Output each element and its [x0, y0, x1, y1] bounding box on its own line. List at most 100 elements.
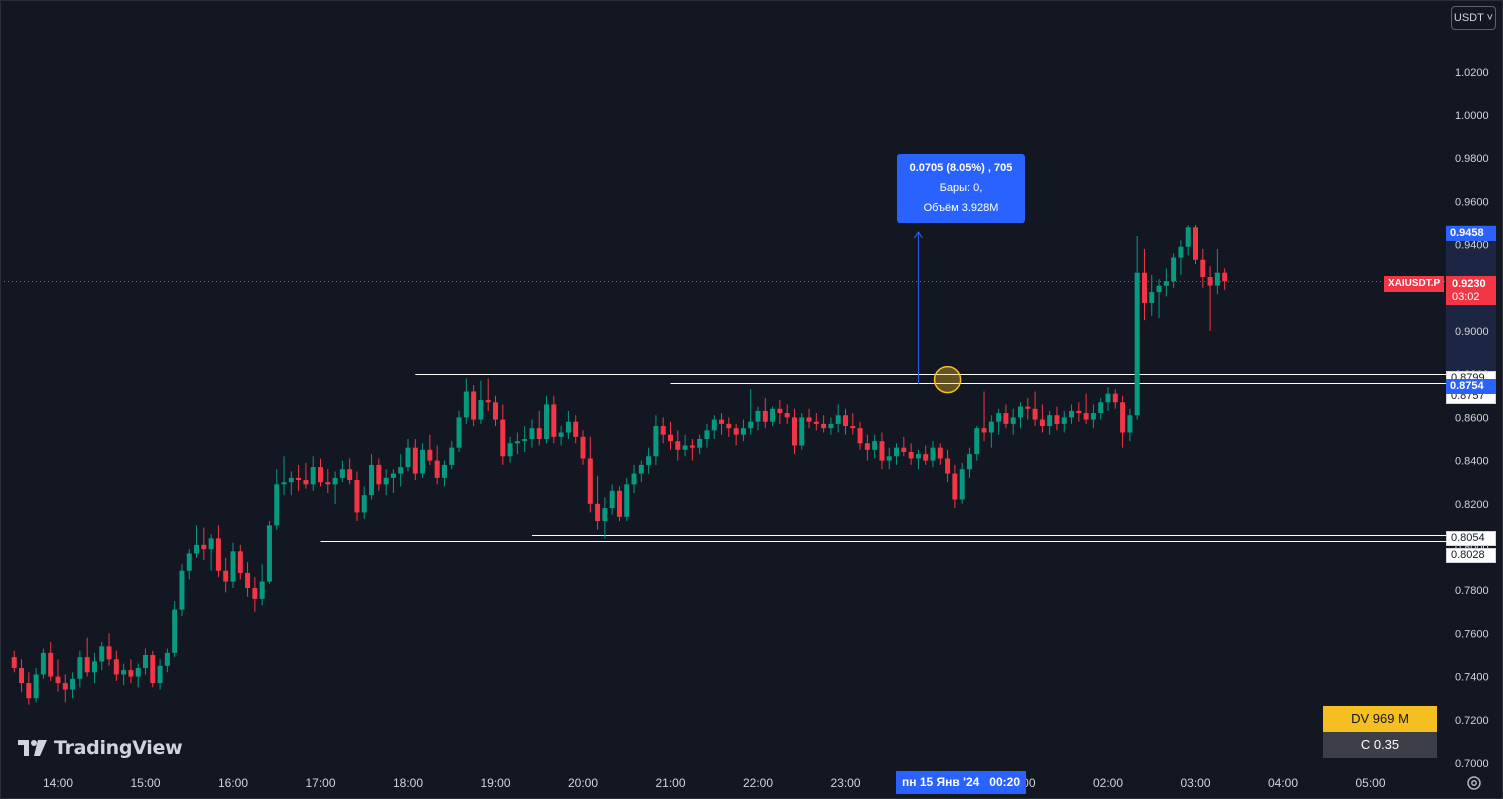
candle[interactable]	[799, 413, 805, 450]
candle[interactable]	[194, 525, 200, 558]
candle[interactable]	[91, 652, 97, 684]
candle[interactable]	[733, 423, 739, 446]
candle[interactable]	[390, 469, 396, 493]
candle[interactable]	[215, 525, 221, 578]
candle[interactable]	[638, 460, 644, 483]
candle[interactable]	[609, 484, 615, 515]
candle[interactable]	[318, 458, 323, 487]
candle[interactable]	[587, 436, 593, 513]
candle[interactable]	[697, 434, 703, 455]
candle[interactable]	[383, 469, 389, 496]
candle[interactable]	[726, 417, 732, 437]
candle[interactable]	[755, 406, 761, 431]
candle[interactable]	[850, 413, 856, 435]
candle[interactable]	[966, 447, 972, 478]
candle[interactable]	[478, 380, 484, 424]
candle[interactable]	[529, 419, 535, 448]
candle[interactable]	[11, 650, 17, 673]
candle[interactable]	[1054, 406, 1060, 431]
candle[interactable]	[711, 415, 717, 439]
candle[interactable]	[908, 443, 914, 465]
candle[interactable]	[1200, 248, 1206, 288]
candle[interactable]	[988, 415, 994, 448]
candle[interactable]	[675, 430, 681, 461]
candle[interactable]	[135, 663, 141, 688]
candle[interactable]	[894, 443, 900, 465]
candle[interactable]	[281, 456, 287, 496]
candle[interactable]	[923, 445, 929, 465]
candle[interactable]	[777, 400, 783, 424]
candle[interactable]	[245, 562, 251, 597]
candle[interactable]	[1185, 225, 1191, 256]
candle[interactable]	[624, 477, 630, 522]
candle[interactable]	[901, 436, 907, 457]
candle[interactable]	[1010, 408, 1016, 435]
candle[interactable]	[886, 447, 892, 470]
candle[interactable]	[84, 637, 90, 677]
candle[interactable]	[164, 648, 170, 673]
candle[interactable]	[828, 417, 834, 435]
candle[interactable]	[223, 557, 229, 593]
candle[interactable]	[1120, 395, 1126, 448]
candle[interactable]	[361, 486, 367, 519]
candle[interactable]	[1003, 404, 1009, 429]
candle[interactable]	[806, 408, 812, 429]
candle[interactable]	[945, 449, 951, 483]
candle[interactable]	[143, 648, 148, 675]
candle[interactable]	[332, 471, 338, 504]
candle[interactable]	[689, 439, 695, 461]
candle[interactable]	[565, 410, 571, 439]
candle[interactable]	[325, 469, 331, 493]
candle[interactable]	[748, 389, 754, 435]
candle[interactable]	[186, 549, 192, 580]
candle[interactable]	[369, 454, 375, 500]
tradingview-logo[interactable]: TradingView	[18, 735, 183, 761]
candle[interactable]	[398, 454, 404, 487]
candle[interactable]	[259, 564, 265, 606]
candle[interactable]	[230, 542, 236, 589]
candle[interactable]	[580, 430, 586, 465]
candle[interactable]	[522, 426, 528, 452]
candle[interactable]	[441, 460, 447, 487]
candle[interactable]	[937, 443, 943, 465]
candle[interactable]	[843, 408, 848, 435]
candle[interactable]	[719, 413, 725, 435]
candle[interactable]	[1047, 410, 1053, 435]
candle[interactable]	[1156, 279, 1162, 319]
candle[interactable]	[573, 415, 579, 444]
candle[interactable]	[551, 395, 557, 444]
candle[interactable]	[40, 648, 46, 679]
candle[interactable]	[835, 404, 841, 433]
candle[interactable]	[252, 577, 258, 612]
candle[interactable]	[740, 419, 746, 442]
candle[interactable]	[930, 441, 936, 468]
candle[interactable]	[288, 471, 294, 496]
candle[interactable]	[952, 464, 958, 509]
candle[interactable]	[106, 633, 112, 666]
candle[interactable]	[770, 406, 776, 427]
candle[interactable]	[813, 413, 819, 431]
candle[interactable]	[1090, 404, 1096, 429]
candle[interactable]	[1061, 410, 1067, 433]
candle[interactable]	[70, 672, 76, 699]
candle[interactable]	[1098, 397, 1104, 420]
candle[interactable]	[1193, 225, 1198, 265]
candle[interactable]	[33, 667, 39, 703]
candle[interactable]	[62, 674, 68, 703]
candle[interactable]	[354, 471, 360, 522]
candle[interactable]	[653, 415, 659, 465]
candle[interactable]	[179, 564, 185, 617]
candle[interactable]	[157, 659, 163, 690]
candle[interactable]	[347, 458, 353, 485]
candle[interactable]	[996, 408, 1002, 435]
candle[interactable]	[915, 449, 921, 470]
candle[interactable]	[1025, 397, 1031, 420]
candle[interactable]	[1171, 253, 1177, 288]
candle[interactable]	[536, 410, 542, 446]
candle[interactable]	[172, 601, 178, 658]
candle[interactable]	[857, 421, 863, 450]
candle[interactable]	[412, 439, 418, 481]
candle[interactable]	[449, 441, 455, 470]
candle[interactable]	[981, 391, 987, 442]
